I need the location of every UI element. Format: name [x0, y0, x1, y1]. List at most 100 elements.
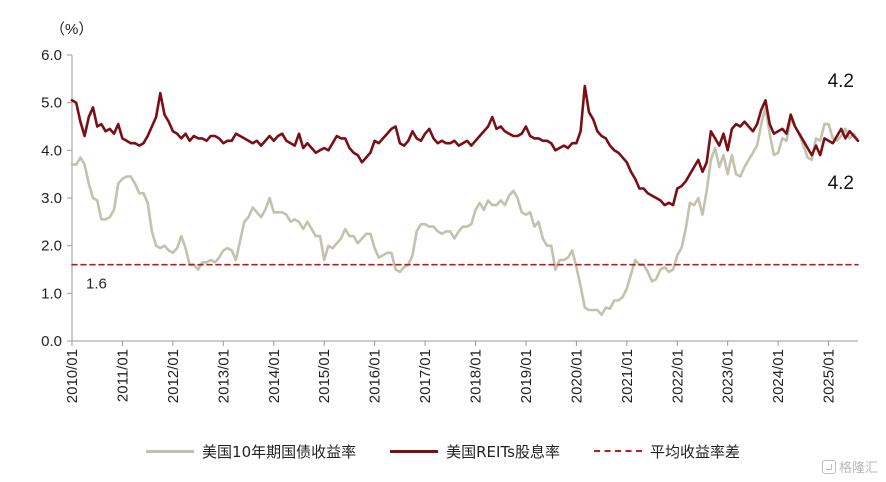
data-point [609, 308, 611, 310]
data-point [332, 142, 334, 144]
data-point [807, 156, 809, 159]
data-point [252, 206, 254, 209]
data-point [777, 152, 779, 154]
data-point [462, 226, 464, 228]
data-point [849, 137, 851, 139]
data-point [298, 133, 300, 135]
data-point [445, 230, 447, 232]
data-point [718, 166, 720, 168]
data-point [75, 164, 77, 166]
y-tick-label: 1.0 [41, 285, 62, 302]
data-point [828, 123, 830, 125]
data-point [785, 140, 788, 142]
data-point [773, 133, 775, 135]
data-point [479, 202, 481, 204]
data-point [626, 288, 628, 290]
data-point [445, 142, 447, 144]
data-point [109, 128, 111, 130]
data-point [88, 116, 90, 118]
data-point [592, 118, 594, 120]
data-point [756, 145, 758, 147]
data-point [727, 173, 729, 175]
data-point [222, 249, 224, 251]
data-point [256, 211, 258, 213]
data-point [231, 140, 233, 142]
data-point [785, 133, 788, 135]
data-point [361, 237, 363, 240]
data-point [437, 230, 439, 232]
data-point [390, 252, 392, 254]
data-point [189, 140, 191, 142]
data-point [533, 226, 536, 228]
data-point [193, 135, 195, 137]
data-point [142, 142, 145, 144]
data-point [197, 268, 199, 271]
data-point [470, 223, 472, 225]
data-point [168, 121, 170, 123]
series-line-us-reits-dividend [70, 84, 860, 207]
data-point [752, 152, 754, 154]
data-point [584, 307, 586, 309]
data-point [218, 137, 220, 139]
data-point [235, 259, 237, 261]
data-point [563, 145, 565, 147]
data-point [748, 159, 750, 161]
data-point [853, 135, 855, 137]
data-point [172, 130, 174, 132]
data-point [718, 145, 720, 147]
data-point [311, 147, 313, 149]
watermark-text: 格隆汇 [838, 461, 878, 476]
data-point [508, 133, 510, 135]
data-point [857, 140, 859, 142]
data-point [596, 309, 599, 311]
data-point [344, 228, 346, 230]
data-point [588, 309, 590, 311]
data-point [75, 102, 77, 104]
data-point [172, 252, 174, 254]
data-point [239, 240, 241, 242]
data-point [176, 133, 178, 135]
data-point [180, 137, 182, 139]
x-tick-label: 2014/01 [266, 349, 283, 403]
data-point [630, 273, 632, 275]
legend-swatch [593, 450, 642, 452]
x-tick-label: 2010/01 [64, 349, 81, 403]
data-point [142, 192, 145, 194]
data-point [680, 185, 683, 187]
data-point [689, 173, 691, 175]
data-point [714, 137, 716, 139]
data-point [302, 228, 304, 230]
data-point [643, 187, 645, 190]
x-tick-label: 2012/01 [165, 349, 182, 403]
data-point [630, 171, 632, 173]
data-point [735, 173, 737, 175]
data-point [529, 211, 531, 213]
data-point [605, 307, 607, 309]
data-point [361, 161, 363, 163]
data-point [416, 137, 418, 139]
data-point [126, 140, 128, 142]
data-point [130, 175, 132, 178]
data-point [840, 135, 842, 137]
data-point [399, 142, 401, 144]
data-point [365, 233, 367, 235]
data-point [815, 145, 817, 147]
data-point [668, 271, 670, 273]
data-point [428, 226, 430, 228]
legend-label: 美国10年期国债收益率 [202, 442, 357, 461]
data-point [495, 128, 498, 130]
data-point [542, 237, 544, 240]
data-point [176, 247, 178, 249]
data-point [504, 130, 506, 132]
data-point [487, 199, 489, 201]
data-point [491, 116, 493, 118]
data-point [269, 135, 271, 137]
data-point [390, 128, 392, 130]
data-point [495, 204, 498, 206]
data-point [575, 266, 578, 268]
data-point [659, 268, 662, 271]
data-point [458, 145, 460, 147]
data-point [449, 142, 451, 144]
data-point [592, 309, 594, 311]
data-point [634, 259, 636, 261]
